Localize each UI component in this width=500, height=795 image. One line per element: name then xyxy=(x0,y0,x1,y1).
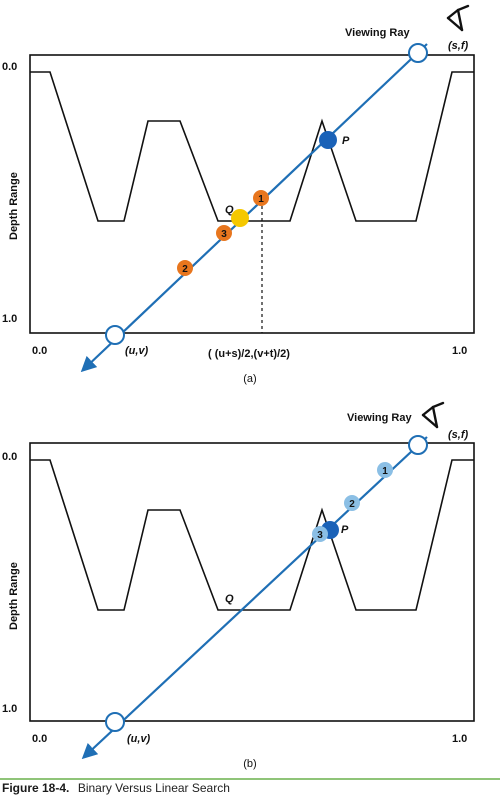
eye-icon-b xyxy=(421,401,445,429)
depth-bottom-label-a: 1.0 xyxy=(2,313,17,325)
depth-axis-label-b: Depth Range xyxy=(8,562,20,630)
viewing-ray-label-b: Viewing Ray xyxy=(347,412,412,424)
x-right-label-b: 1.0 xyxy=(452,733,467,745)
eye-coord-label-a: (s,f) xyxy=(448,40,469,52)
sample-1-marker-b xyxy=(377,462,393,478)
x-right-label-a: 1.0 xyxy=(452,345,467,357)
depth-top-label-a: 0.0 xyxy=(2,61,17,73)
sample-2-label-a: 2 xyxy=(182,264,188,275)
ray-end-circle-b xyxy=(408,435,428,455)
sample-1-marker-a xyxy=(253,190,269,206)
midpoint-label-a: ( (u+s)/2,(v+t)/2) xyxy=(208,348,290,360)
p-marker-a xyxy=(319,131,337,149)
ray-end-circle-a xyxy=(408,43,428,63)
viewing-ray-label-a: Viewing Ray xyxy=(345,27,410,39)
sample-2-marker-a xyxy=(177,260,193,276)
x-left-label-a: 0.0 xyxy=(32,345,47,357)
p-label-a: P xyxy=(342,135,350,147)
q-marker-a xyxy=(231,209,249,227)
q-label-a: Q xyxy=(225,204,234,216)
viewing-ray-a xyxy=(80,43,428,373)
sample-1-label-a: 1 xyxy=(258,194,264,205)
depth-bottom-label-b: 1.0 xyxy=(2,703,17,715)
eye-coord-label-b: (s,f) xyxy=(448,429,469,441)
depth-top-label-b: 0.0 xyxy=(2,451,17,463)
sample-3-label-a: 3 xyxy=(221,229,227,240)
depth-profile-b xyxy=(30,459,474,611)
figure-caption: Figure 18-4. Binary Versus Linear Search xyxy=(0,778,500,795)
sample-3-marker-b xyxy=(312,526,328,542)
sample-3-marker-a xyxy=(216,225,232,241)
origin-coord-label-b: (u,v) xyxy=(127,733,151,745)
x-left-label-b: 0.0 xyxy=(32,733,47,745)
ray-start-circle-b xyxy=(105,712,125,732)
ray-start-circle-a xyxy=(105,325,125,345)
sample-2-label-b: 2 xyxy=(349,499,355,510)
panel-a: 1 2 3 Q P Viewing Ray (s,f) (u,v) 0.0 1.… xyxy=(2,4,475,385)
sample-2-marker-b xyxy=(344,495,360,511)
depth-frame-b xyxy=(29,442,475,722)
depth-frame-a xyxy=(29,54,475,334)
caption-title: Binary Versus Linear Search xyxy=(78,781,230,795)
p-label-b: P xyxy=(341,524,349,536)
sample-1-label-b: 1 xyxy=(382,466,388,477)
caption-text: Figure 18-4. Binary Versus Linear Search xyxy=(2,779,230,795)
sample-3-label-b: 3 xyxy=(317,530,323,541)
depth-profile-a xyxy=(30,71,474,222)
eye-icon-a xyxy=(446,4,470,32)
sub-caption-a: (a) xyxy=(243,373,256,385)
caption-figure-number: Figure 18-4. xyxy=(2,781,69,795)
panel-b: 1 2 3 P Q Viewing Ray (s,f) (u,v) 0.0 1.… xyxy=(2,401,475,770)
sub-caption-b: (b) xyxy=(243,758,256,770)
viewing-ray-b xyxy=(81,436,428,760)
depth-axis-label-a: Depth Range xyxy=(8,172,20,240)
origin-coord-label-a: (u,v) xyxy=(125,345,149,357)
q-label-b: Q xyxy=(225,593,234,605)
